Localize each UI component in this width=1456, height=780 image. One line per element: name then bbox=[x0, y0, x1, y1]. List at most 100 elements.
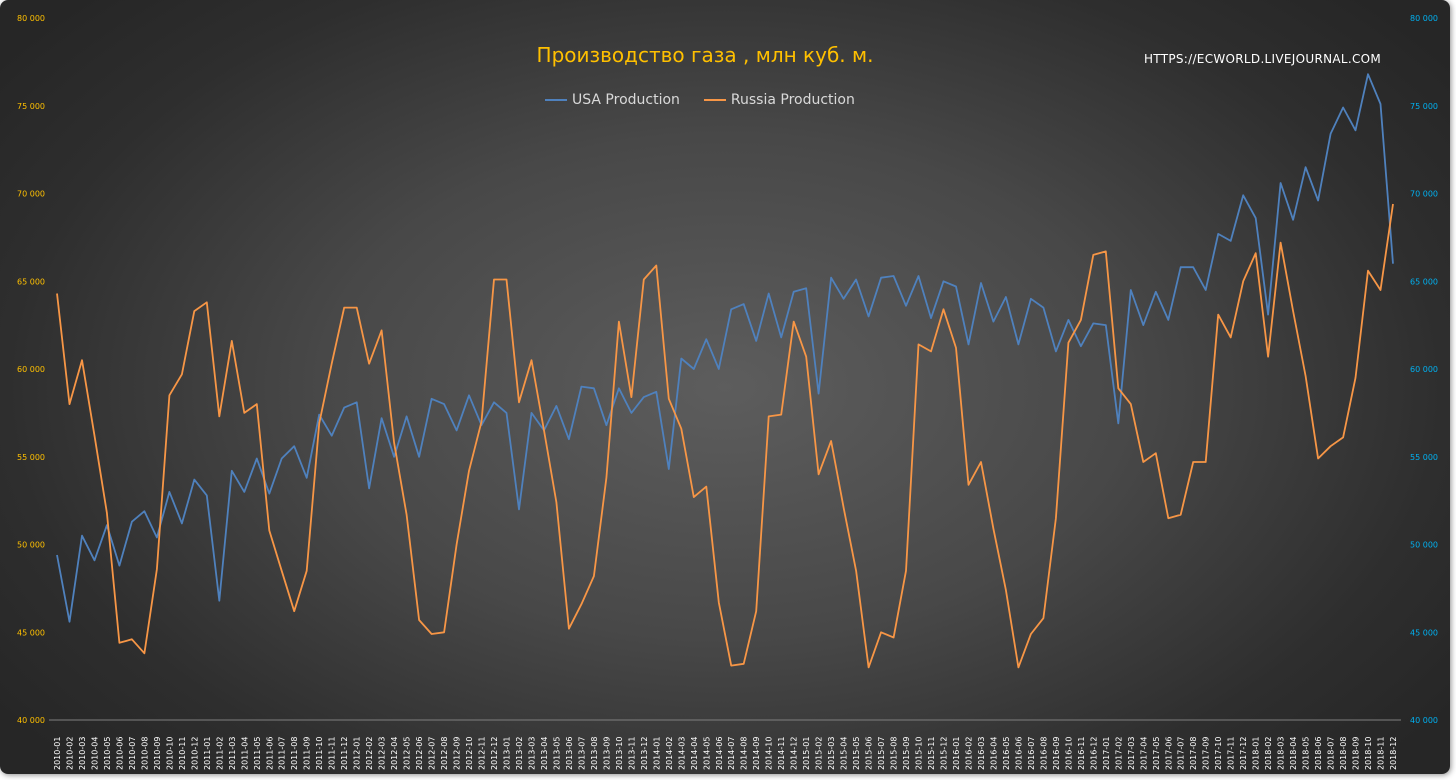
x-tick-label: 2014-08 bbox=[740, 737, 749, 770]
x-tick-label: 2012-04 bbox=[390, 737, 399, 770]
x-tick-label: 2017-06 bbox=[1164, 737, 1173, 770]
x-tick-label: 2015-06 bbox=[865, 737, 874, 770]
x-tick-label: 2015-04 bbox=[840, 737, 849, 770]
x-tick-label: 2012-09 bbox=[453, 737, 462, 770]
x-tick-label: 2018-01 bbox=[1252, 737, 1261, 770]
x-tick-label: 2016-03 bbox=[977, 737, 986, 770]
x-tick-label: 2015-01 bbox=[802, 737, 811, 770]
x-tick-label: 2017-07 bbox=[1177, 737, 1186, 770]
x-tick-label: 2012-05 bbox=[403, 737, 412, 770]
x-tick-label: 2012-07 bbox=[428, 737, 437, 770]
x-tick-label: 2014-11 bbox=[777, 737, 786, 770]
x-tick-label: 2011-07 bbox=[278, 737, 287, 770]
legend-item-russia: Russia Production bbox=[703, 92, 855, 108]
y-tick-label-right: 70 000 bbox=[1410, 190, 1438, 199]
x-tick-label: 2010-02 bbox=[65, 737, 74, 770]
x-tick-label: 2018-04 bbox=[1289, 737, 1298, 770]
x-tick-label: 2014-05 bbox=[702, 737, 711, 770]
x-tick-label: 2017-01 bbox=[1102, 737, 1111, 770]
y-tick-label-left: 45 000 bbox=[17, 628, 45, 637]
x-tick-label: 2013-11 bbox=[627, 737, 636, 770]
x-tick-label: 2015-05 bbox=[852, 737, 861, 770]
x-tick-label: 2011-10 bbox=[315, 737, 324, 770]
y-tick-label-right: 80 000 bbox=[1410, 14, 1438, 23]
y-tick-label-right: 75 000 bbox=[1410, 102, 1438, 111]
x-tick-label: 2012-08 bbox=[440, 737, 449, 770]
x-tick-label: 2011-02 bbox=[215, 737, 224, 770]
y-tick-label-right: 60 000 bbox=[1410, 365, 1438, 374]
x-tick-label: 2016-08 bbox=[1039, 737, 1048, 770]
chart-title: Производство газа , млн куб. м. bbox=[536, 43, 874, 67]
x-tick-label: 2016-07 bbox=[1027, 737, 1036, 770]
x-tick-label: 2016-09 bbox=[1052, 737, 1061, 770]
x-tick-label: 2017-05 bbox=[1152, 737, 1161, 770]
x-tick-label: 2015-09 bbox=[902, 737, 911, 770]
x-tick-label: 2017-09 bbox=[1202, 737, 1211, 770]
x-tick-label: 2012-03 bbox=[378, 737, 387, 770]
x-tick-label: 2012-10 bbox=[465, 737, 474, 770]
x-tick-label: 2011-04 bbox=[240, 737, 249, 770]
y-tick-label-right: 55 000 bbox=[1410, 453, 1438, 462]
x-tick-label: 2015-07 bbox=[877, 737, 886, 770]
x-tick-label: 2014-10 bbox=[765, 737, 774, 770]
x-tick-label: 2016-11 bbox=[1077, 737, 1086, 770]
x-tick-label: 2010-08 bbox=[140, 737, 149, 770]
x-tick-label: 2017-03 bbox=[1127, 737, 1136, 770]
x-tick-label: 2012-12 bbox=[490, 737, 499, 770]
x-tick-label: 2010-01 bbox=[53, 737, 62, 770]
x-tick-label: 2017-04 bbox=[1139, 737, 1148, 770]
x-tick-label: 2013-12 bbox=[640, 737, 649, 770]
x-tick-label: 2011-05 bbox=[253, 737, 262, 770]
x-tick-label: 2015-10 bbox=[915, 737, 924, 770]
series-line-usa bbox=[56, 73, 1394, 623]
x-tick-label: 2018-06 bbox=[1314, 737, 1323, 770]
x-tick-label: 2015-02 bbox=[815, 737, 824, 770]
x-tick-label: 2018-09 bbox=[1352, 737, 1361, 770]
x-tick-label: 2016-06 bbox=[1014, 737, 1023, 770]
legend-swatch-usa bbox=[545, 99, 567, 101]
x-tick-label: 2012-06 bbox=[415, 737, 424, 770]
x-tick-label: 2014-09 bbox=[752, 737, 761, 770]
legend: USA Production Russia Production bbox=[545, 92, 855, 108]
x-tick-label: 2018-07 bbox=[1327, 737, 1336, 770]
x-tick-label: 2017-02 bbox=[1114, 737, 1123, 770]
x-tick-label: 2015-11 bbox=[927, 737, 936, 770]
x-tick-label: 2013-03 bbox=[527, 737, 536, 770]
x-tick-label: 2015-08 bbox=[890, 737, 899, 770]
x-tick-label: 2014-12 bbox=[790, 737, 799, 770]
x-tick-label: 2014-02 bbox=[665, 737, 674, 770]
x-tick-label: 2018-03 bbox=[1277, 737, 1286, 770]
legend-item-usa: USA Production bbox=[545, 92, 680, 108]
x-tick-label: 2018-12 bbox=[1389, 737, 1398, 770]
x-tick-label: 2017-11 bbox=[1227, 737, 1236, 770]
x-tick-label: 2014-03 bbox=[677, 737, 686, 770]
x-tick-label: 2016-05 bbox=[1002, 737, 1011, 770]
x-tick-label: 2016-12 bbox=[1089, 737, 1098, 770]
x-tick-label: 2018-05 bbox=[1302, 737, 1311, 770]
x-tick-label: 2015-03 bbox=[827, 737, 836, 770]
x-tick-label: 2010-12 bbox=[190, 737, 199, 770]
x-tick-label: 2013-07 bbox=[577, 737, 586, 770]
x-tick-label: 2017-10 bbox=[1214, 737, 1223, 770]
x-tick-label: 2011-12 bbox=[340, 737, 349, 770]
y-tick-label-right: 65 000 bbox=[1410, 277, 1438, 286]
y-tick-label-left: 65 000 bbox=[17, 277, 45, 286]
x-tick-label: 2014-01 bbox=[652, 737, 661, 770]
x-tick-label: 2018-10 bbox=[1364, 737, 1373, 770]
watermark-url: HTTPS://ECWORLD.LIVEJOURNAL.COM bbox=[1143, 52, 1382, 66]
x-tick-label: 2010-06 bbox=[115, 737, 124, 770]
y-tick-label-left: 60 000 bbox=[17, 365, 45, 374]
x-tick-label: 2017-12 bbox=[1239, 737, 1248, 770]
legend-label-usa: USA Production bbox=[572, 92, 680, 108]
x-tick-label: 2011-09 bbox=[303, 737, 312, 770]
x-tick-label: 2010-04 bbox=[90, 737, 99, 770]
y-tick-label-right: 45 000 bbox=[1410, 628, 1438, 637]
x-tick-label: 2011-03 bbox=[228, 737, 237, 770]
legend-label-russia: Russia Production bbox=[730, 92, 855, 108]
x-tick-label: 2011-01 bbox=[203, 737, 212, 770]
x-tick-label: 2013-09 bbox=[602, 737, 611, 770]
series-line-russia bbox=[56, 203, 1394, 669]
x-tick-label: 2010-05 bbox=[103, 737, 112, 770]
